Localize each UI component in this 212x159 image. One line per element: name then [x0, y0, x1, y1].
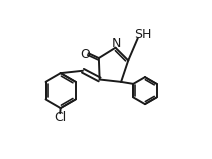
Text: Cl: Cl: [54, 111, 66, 124]
Text: O: O: [80, 48, 90, 61]
Text: SH: SH: [134, 28, 151, 41]
Text: N: N: [112, 37, 121, 50]
